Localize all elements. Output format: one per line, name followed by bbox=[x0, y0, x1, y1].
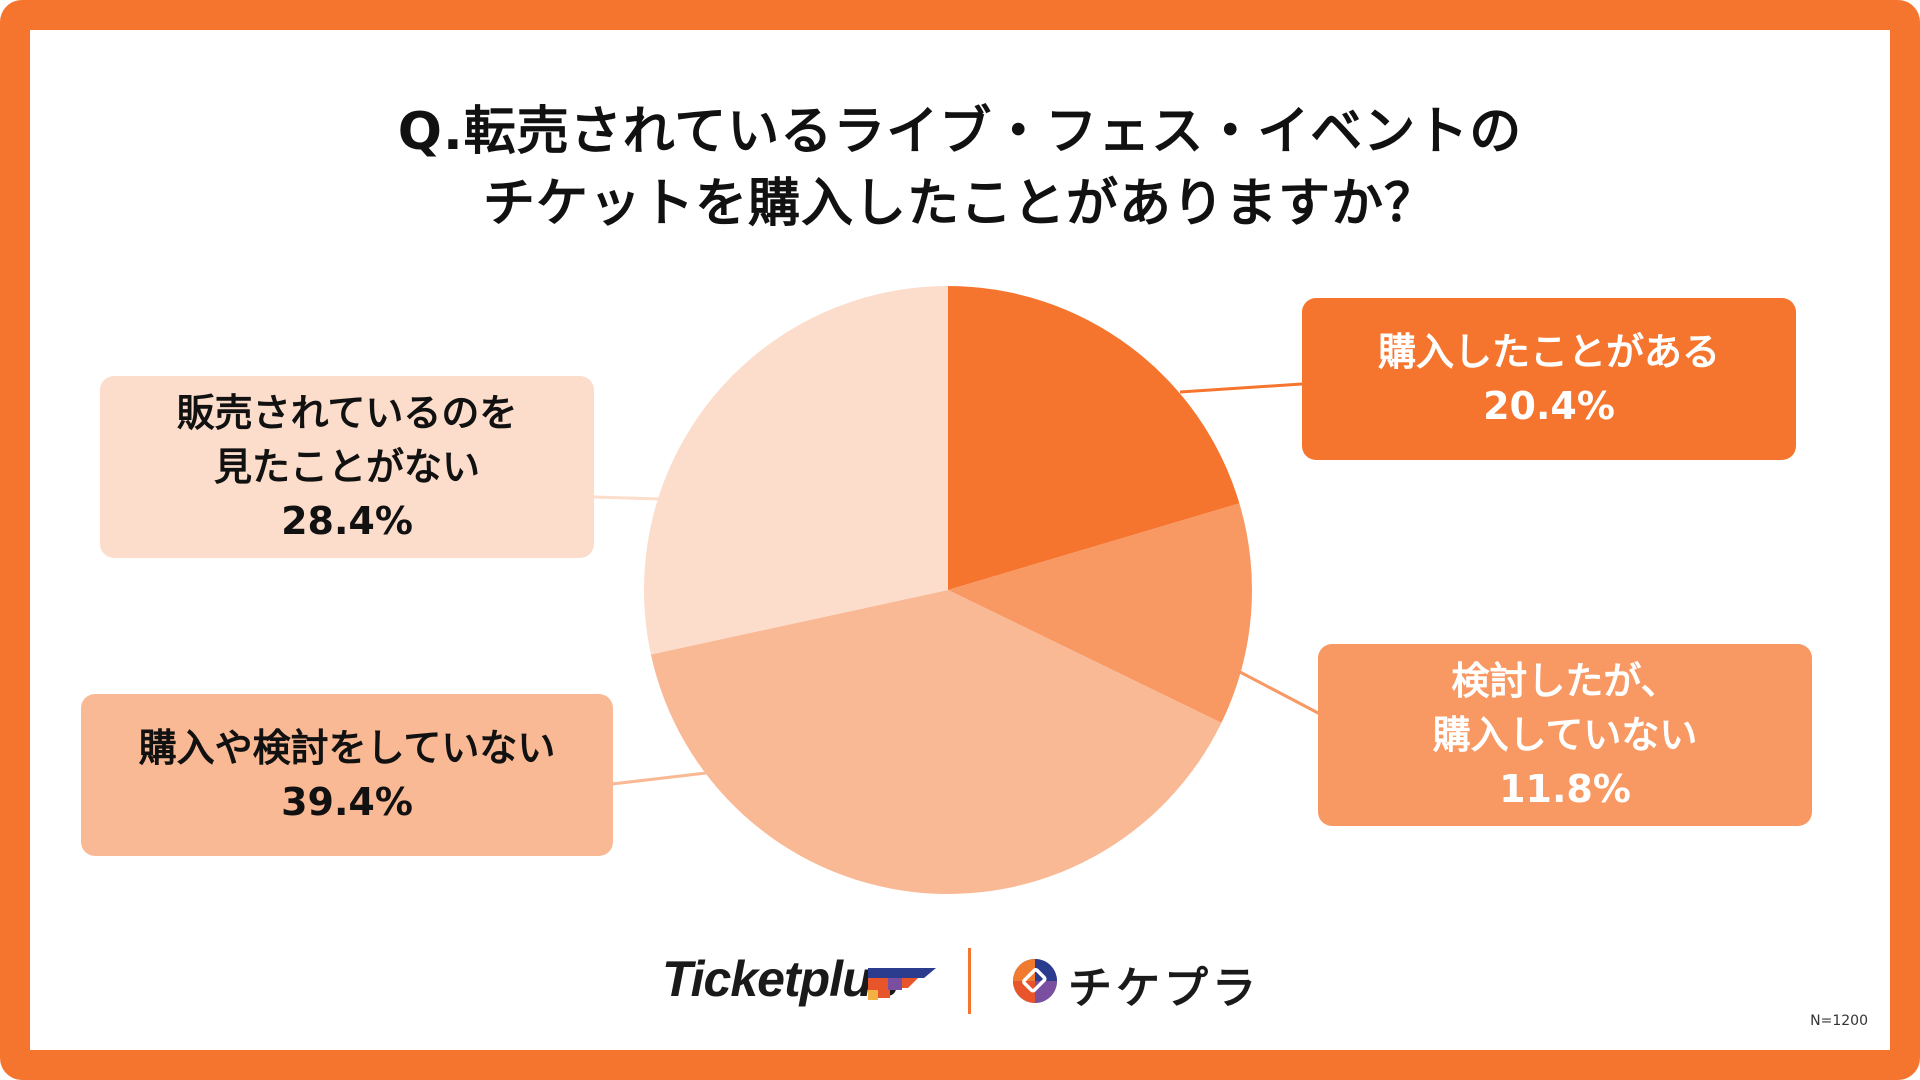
sample-size: N=1200 bbox=[1810, 1013, 1868, 1029]
leader-line-never-seen bbox=[593, 495, 661, 501]
chart-title: Q.転売されているライブ・フェス・イベントの チケットを購入したことがありますか… bbox=[0, 96, 1920, 240]
label-text: 購入したことがある bbox=[1377, 330, 1720, 374]
leader-line-no-action bbox=[611, 771, 707, 786]
label-percent: 20.4% bbox=[1483, 384, 1615, 428]
pie-slice-considered bbox=[948, 503, 1252, 723]
label-no-purchase-or-consideration: 購入や検討をしていない 39.4% bbox=[81, 694, 613, 856]
label-text: 購入や検討をしていない bbox=[138, 726, 556, 770]
label-never-seen: 販売されているのを 見たことがない 28.4% bbox=[100, 376, 594, 558]
leader-lines bbox=[593, 382, 1321, 786]
label-text-1: 検討したが、 bbox=[1451, 659, 1679, 703]
ticketplus-logo-mark-icon bbox=[868, 968, 936, 1000]
label-text-1: 販売されているのを bbox=[176, 391, 518, 435]
label-percent: 11.8% bbox=[1499, 767, 1631, 811]
logo-divider bbox=[968, 948, 971, 1014]
leader-line-purchased bbox=[1179, 382, 1303, 394]
label-percent: 28.4% bbox=[281, 499, 413, 543]
leader-line-considered bbox=[1239, 670, 1321, 716]
pie-slices bbox=[644, 286, 1252, 894]
pie-slice-no-action bbox=[650, 590, 1222, 894]
title-line-2: チケットを購入したことがありますか？ bbox=[482, 174, 1437, 234]
ticketplus-logo: Ticketplus bbox=[662, 951, 899, 1007]
chikepura-logo-icon bbox=[1013, 959, 1057, 1003]
chikepura-logo-text: チケプラ bbox=[1068, 963, 1260, 1014]
title-line-1: Q.転売されているライブ・フェス・イベントの bbox=[397, 102, 1523, 162]
pie-slice-never-seen bbox=[644, 286, 948, 655]
label-purchased: 購入したことがある 20.4% bbox=[1302, 298, 1796, 460]
label-text-2: 購入していない bbox=[1432, 713, 1698, 757]
pie-slice-purchased bbox=[948, 286, 1240, 590]
label-considered-not-purchased: 検討したが、 購入していない 11.8% bbox=[1318, 644, 1812, 826]
label-percent: 39.4% bbox=[281, 780, 413, 824]
label-text-2: 見たことがない bbox=[213, 445, 480, 489]
